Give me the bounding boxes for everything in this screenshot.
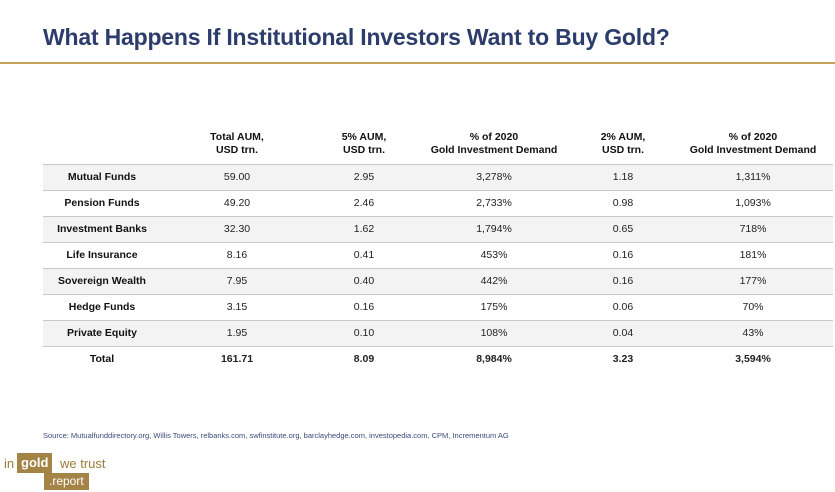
- cell-2pct-demand: 181%: [673, 242, 833, 269]
- title-divider: [0, 62, 835, 64]
- table-total-row: Total 161.71 8.09 8,984% 3.23 3,594%: [43, 345, 833, 372]
- table-row: Pension Funds 49.20 2.46 2,733% 0.98 1,0…: [43, 190, 833, 217]
- table-header-row: Total AUM, USD trn. 5% AUM, USD trn. % of …: [43, 124, 833, 164]
- logo-word-report: .report: [44, 473, 89, 490]
- row-label: Sovereign Wealth: [43, 268, 161, 295]
- logo-word-gold: gold: [17, 453, 53, 473]
- cell-5pct-aum: 0.10: [313, 320, 415, 347]
- table-row: Investment Banks 32.30 1.62 1,794% 0.65 …: [43, 216, 833, 243]
- cell-5pct-aum: 8.09: [313, 345, 415, 372]
- cell-5pct-demand: 3,278%: [415, 163, 573, 191]
- cell-total-aum: 49.20: [161, 190, 313, 217]
- header-2pct-aum: 2% AUM, USD trn.: [600, 130, 646, 156]
- page-title: What Happens If Institutional Investors …: [43, 24, 670, 50]
- cell-2pct-aum: 0.65: [573, 216, 673, 243]
- cell-total-aum: 7.95: [161, 268, 313, 295]
- row-label: Investment Banks: [43, 216, 161, 243]
- cell-5pct-aum: 1.62: [313, 216, 415, 243]
- row-label: Total: [43, 345, 161, 372]
- row-label: Pension Funds: [43, 190, 161, 217]
- cell-total-aum: 1.95: [161, 320, 313, 347]
- row-label: Private Equity: [43, 320, 161, 347]
- header-total-aum: Total AUM, USD trn.: [210, 130, 264, 156]
- cell-2pct-demand: 718%: [673, 216, 833, 243]
- header-label: [43, 124, 161, 164]
- cell-5pct-aum: 0.16: [313, 294, 415, 321]
- cell-5pct-demand: 2,733%: [415, 190, 573, 217]
- cell-2pct-aum: 0.16: [573, 268, 673, 295]
- cell-2pct-aum: 0.98: [573, 190, 673, 217]
- header-5pct-demand: % of 2020 Gold Investment Demand: [430, 130, 558, 156]
- logo-word-we-trust: we trust: [60, 456, 106, 471]
- cell-2pct-aum: 0.06: [573, 294, 673, 321]
- logo-word-in: in: [4, 456, 15, 471]
- cell-2pct-aum: 0.04: [573, 320, 673, 347]
- source-note: Source: Mutualfunddirectory.org, Willis …: [43, 431, 509, 440]
- cell-total-aum: 3.15: [161, 294, 313, 321]
- row-label: Mutual Funds: [43, 163, 161, 191]
- table-row: Private Equity 1.95 0.10 108% 0.04 43%: [43, 320, 833, 347]
- cell-5pct-demand: 8,984%: [415, 345, 573, 372]
- cell-2pct-demand: 177%: [673, 268, 833, 295]
- cell-2pct-demand: 1,311%: [673, 163, 833, 191]
- cell-total-aum: 8.16: [161, 242, 313, 269]
- brand-logo: in gold we trust .report: [4, 452, 144, 492]
- cell-2pct-demand: 70%: [673, 294, 833, 321]
- table-row: Life Insurance 8.16 0.41 453% 0.16 181%: [43, 242, 833, 269]
- row-label: Hedge Funds: [43, 294, 161, 321]
- table-row: Sovereign Wealth 7.95 0.40 442% 0.16 177…: [43, 268, 833, 295]
- cell-2pct-demand: 3,594%: [673, 345, 833, 372]
- cell-5pct-aum: 2.95: [313, 163, 415, 191]
- table-row: Hedge Funds 3.15 0.16 175% 0.06 70%: [43, 294, 833, 321]
- cell-5pct-demand: 453%: [415, 242, 573, 269]
- cell-5pct-aum: 0.40: [313, 268, 415, 295]
- cell-total-aum: 32.30: [161, 216, 313, 243]
- row-label: Life Insurance: [43, 242, 161, 269]
- cell-5pct-demand: 1,794%: [415, 216, 573, 243]
- cell-5pct-demand: 442%: [415, 268, 573, 295]
- cell-5pct-aum: 0.41: [313, 242, 415, 269]
- cell-2pct-demand: 43%: [673, 320, 833, 347]
- cell-2pct-aum: 0.16: [573, 242, 673, 269]
- aum-table: Total AUM, USD trn. 5% AUM, USD trn. % of …: [43, 124, 833, 372]
- cell-2pct-aum: 3.23: [573, 345, 673, 372]
- cell-5pct-demand: 108%: [415, 320, 573, 347]
- cell-total-aum: 59.00: [161, 163, 313, 191]
- cell-5pct-aum: 2.46: [313, 190, 415, 217]
- cell-2pct-aum: 1.18: [573, 163, 673, 191]
- table-row: Mutual Funds 59.00 2.95 3,278% 1.18 1,31…: [43, 163, 833, 191]
- header-2pct-demand: % of 2020 Gold Investment Demand: [689, 130, 817, 156]
- cell-5pct-demand: 175%: [415, 294, 573, 321]
- header-5pct-aum: 5% AUM, USD trn.: [341, 130, 387, 156]
- cell-total-aum: 161.71: [161, 345, 313, 372]
- cell-2pct-demand: 1,093%: [673, 190, 833, 217]
